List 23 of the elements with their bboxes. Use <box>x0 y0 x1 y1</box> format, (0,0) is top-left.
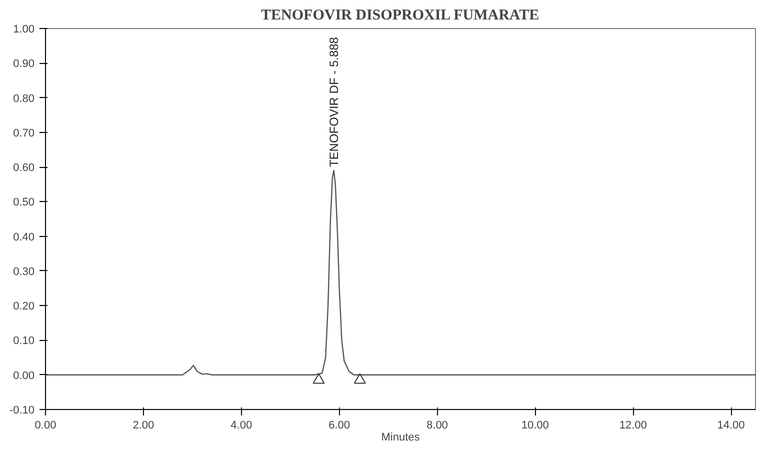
y-tick-label: 0.70 <box>13 127 35 140</box>
y-tick-label: 1.00 <box>13 24 35 36</box>
x-axis-title: Minutes <box>381 432 420 444</box>
x-tick-label: 12.00 <box>619 420 647 432</box>
x-tick-label: 0.00 <box>34 420 56 432</box>
annotation: TENOFOVIR DF - 5.888 <box>326 36 341 168</box>
y-tick-label: 0.60 <box>13 162 35 174</box>
x-tick-label: 4.00 <box>230 420 252 432</box>
y-tick-label: 0.00 <box>13 370 35 382</box>
y-tick-label: 0.30 <box>13 266 35 278</box>
x-tick-label: 6.00 <box>328 420 350 432</box>
y-tick-label: 0.50 <box>13 196 35 209</box>
x-tick-label: 14.00 <box>717 420 745 432</box>
x-tick-label: 8.00 <box>426 420 448 432</box>
y-tick-label: 0.80 <box>13 92 35 105</box>
y-tick-label: -0.10 <box>9 404 35 416</box>
chart-title: TENOFOVIR DISOPROXIL FUMARATE <box>261 8 540 24</box>
x-tick-label: 2.00 <box>132 420 154 432</box>
y-tick-label: 0.90 <box>13 58 35 70</box>
y-tick-label: 0.10 <box>13 335 35 348</box>
y-tick-label: 0.20 <box>13 300 35 313</box>
x-tick-label: 10.00 <box>521 420 549 432</box>
y-tick-label: 0.40 <box>13 231 35 244</box>
